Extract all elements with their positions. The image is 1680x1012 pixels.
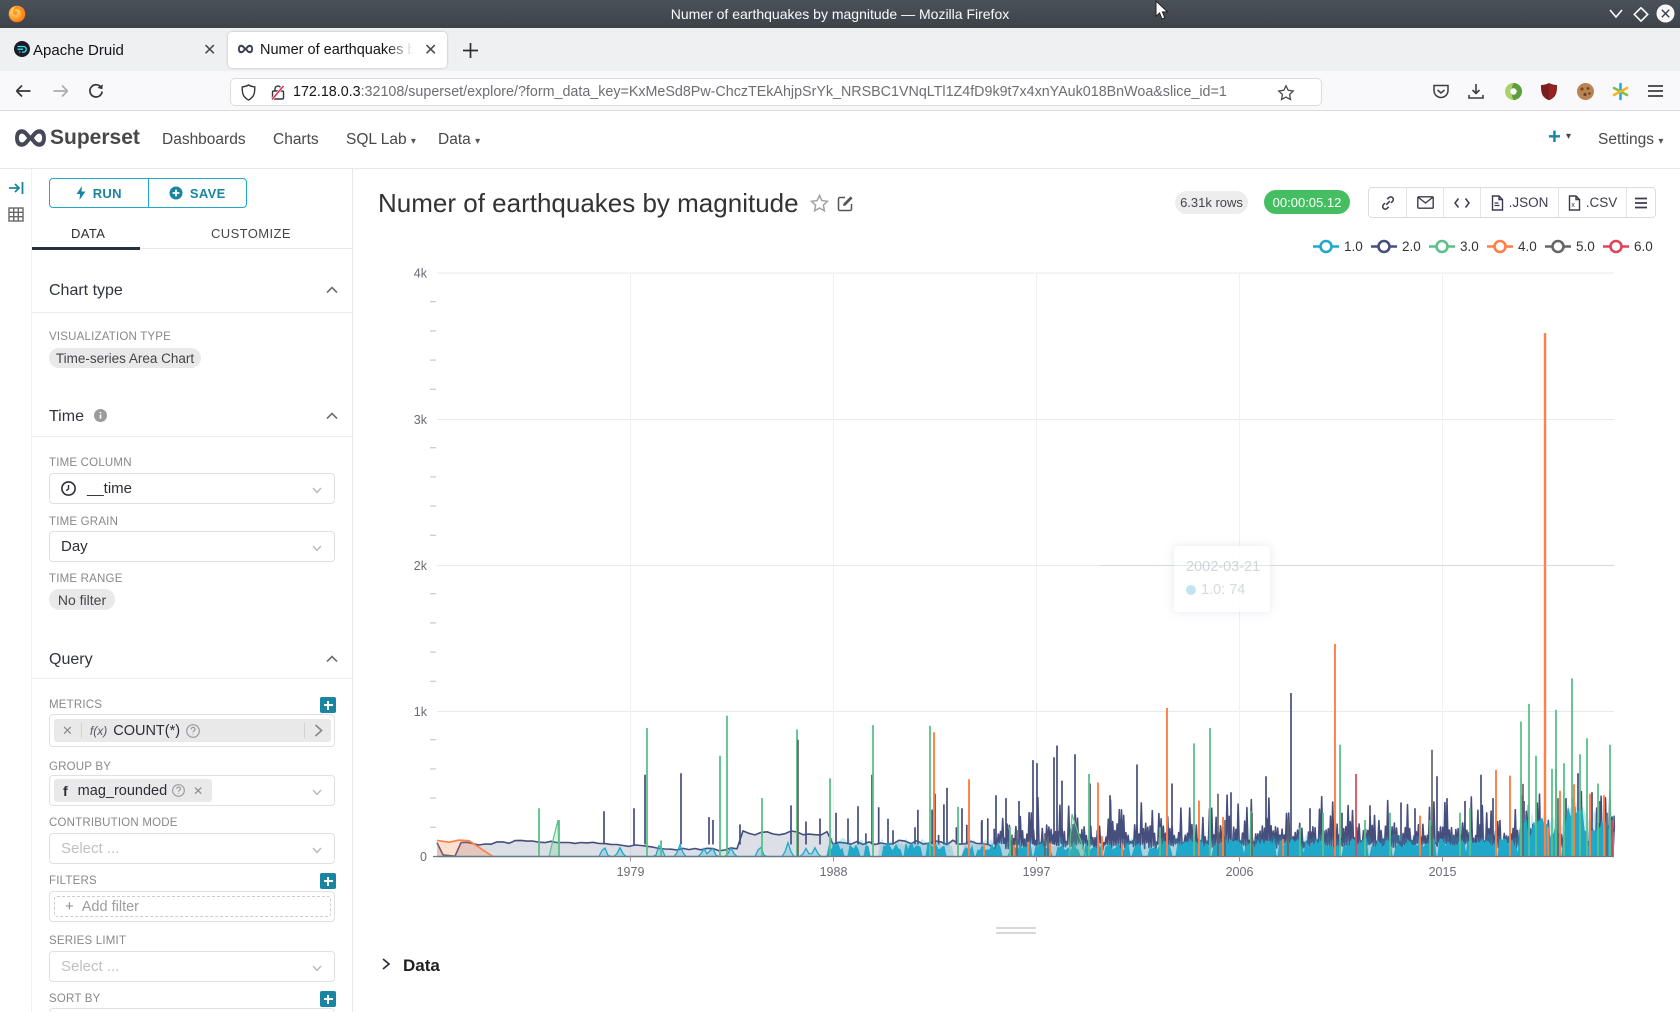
- svg-text:2k: 2k: [414, 559, 428, 573]
- svg-text:5.0: 5.0: [1576, 239, 1595, 254]
- svg-text:2006: 2006: [1226, 865, 1254, 879]
- svg-text:1988: 1988: [820, 865, 848, 879]
- svg-text:6.0: 6.0: [1634, 239, 1653, 254]
- svg-text:3.0: 3.0: [1460, 239, 1479, 254]
- svg-text:1.0: 1.0: [1344, 239, 1363, 254]
- svg-text:1k: 1k: [414, 705, 428, 719]
- svg-text:3k: 3k: [414, 413, 428, 427]
- svg-text:4k: 4k: [414, 267, 428, 281]
- svg-text:2.0: 2.0: [1402, 239, 1421, 254]
- svg-text:1979: 1979: [617, 865, 645, 879]
- svg-text:4.0: 4.0: [1518, 239, 1537, 254]
- svg-text:x: x: [1571, 202, 1575, 209]
- svg-text:1997: 1997: [1023, 865, 1051, 879]
- svg-text:0: 0: [420, 850, 427, 864]
- svg-text:2015: 2015: [1429, 865, 1457, 879]
